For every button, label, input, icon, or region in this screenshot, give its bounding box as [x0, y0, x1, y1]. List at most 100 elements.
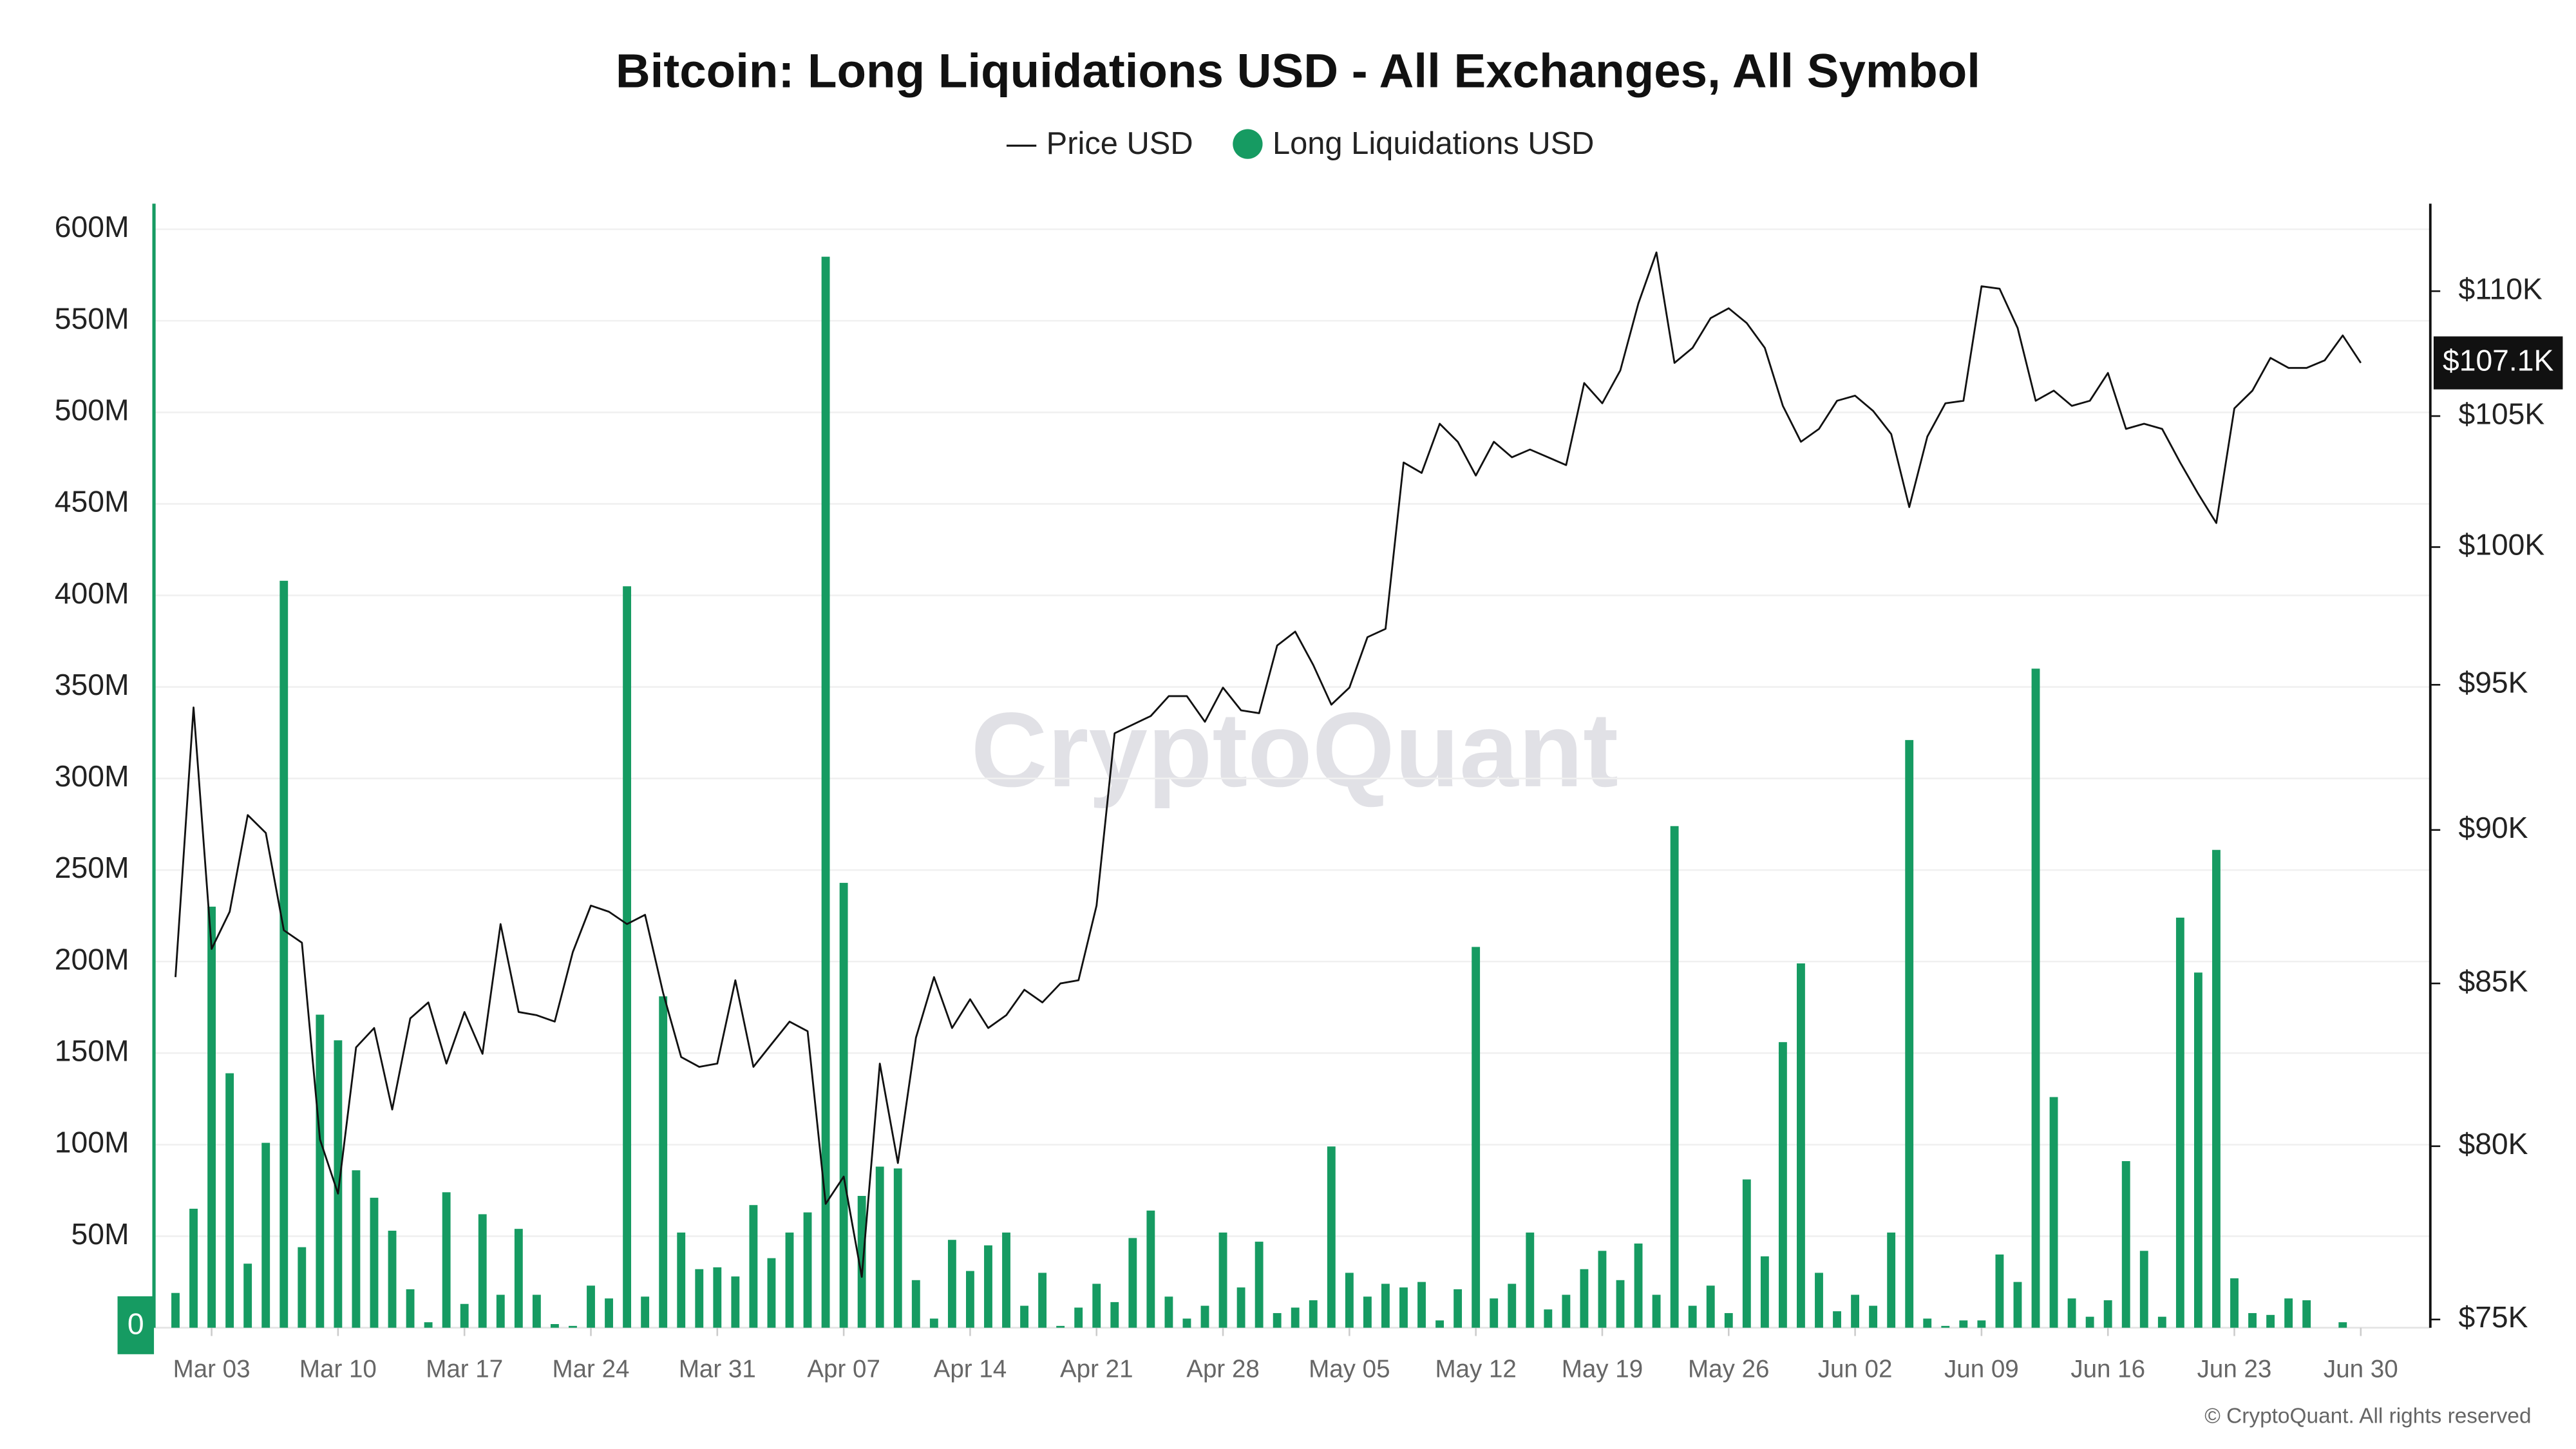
bar [388, 1231, 397, 1328]
x-tick-label: May 05 [1309, 1356, 1390, 1383]
bar [2230, 1278, 2239, 1328]
bar [1074, 1307, 1083, 1328]
x-tick-label: Mar 24 [553, 1356, 630, 1383]
bar [1417, 1282, 1426, 1328]
bar [1977, 1320, 1986, 1328]
bar [1562, 1294, 1571, 1328]
y-tick-label: 250M [55, 851, 129, 884]
x-tick-label: Mar 10 [299, 1356, 377, 1383]
bar [569, 1325, 577, 1328]
y-tick-label: 150M [55, 1034, 129, 1067]
bar [1490, 1298, 1499, 1328]
bar [316, 1014, 325, 1328]
x-tick-label: Mar 31 [679, 1356, 756, 1383]
bar [532, 1294, 541, 1328]
bar [550, 1324, 559, 1328]
bar [857, 1196, 866, 1328]
bar [1255, 1242, 1264, 1328]
price-line [175, 251, 2362, 1278]
bar [1670, 826, 1679, 1328]
bar [2193, 972, 2202, 1328]
bar [2175, 917, 2184, 1328]
y-tick-label: 300M [55, 759, 129, 793]
bar [1236, 1287, 1245, 1328]
y2-tick-label: $110K [2458, 272, 2542, 305]
bar [1092, 1283, 1101, 1328]
bar [731, 1276, 740, 1328]
bar [1038, 1273, 1047, 1328]
bar [1580, 1269, 1589, 1328]
x-tick-label: Jun 09 [1944, 1356, 2019, 1383]
bar [1218, 1232, 1227, 1328]
bar [1887, 1232, 1896, 1328]
x-tick-label: Jun 23 [2197, 1356, 2272, 1383]
bar [1760, 1256, 1769, 1328]
bar [1688, 1305, 1697, 1328]
x-tick-label: Apr 07 [807, 1356, 880, 1383]
bar [2103, 1300, 2112, 1328]
bar [1182, 1318, 1191, 1328]
bar [207, 906, 216, 1328]
y-tick-label: 350M [55, 668, 129, 701]
bar [334, 1040, 343, 1328]
y2-tick-label: $95K [2458, 666, 2528, 699]
bar [929, 1318, 938, 1328]
bar [1815, 1273, 1823, 1328]
y2-tick-label: $90K [2458, 811, 2528, 844]
bar [821, 256, 830, 1328]
bar [496, 1294, 505, 1328]
x-tick-label: May 19 [1562, 1356, 1643, 1383]
footer: © CryptoQuant. All rights reserved [2204, 1404, 2531, 1428]
bar [803, 1212, 812, 1328]
x-tick-label: Apr 14 [934, 1356, 1007, 1383]
bar [352, 1170, 361, 1328]
bar [1472, 947, 1481, 1328]
y2-tick-label: $85K [2458, 964, 2528, 998]
y-tick-label: 100M [55, 1126, 129, 1159]
y-tick-label: 500M [55, 393, 129, 426]
bar [424, 1322, 433, 1328]
bar [1273, 1312, 1282, 1328]
bar [478, 1214, 487, 1328]
x-tick-label: Mar 17 [426, 1356, 503, 1383]
bar [1616, 1280, 1625, 1328]
last-price-label: $107.1K [2443, 344, 2554, 377]
bar [984, 1245, 992, 1328]
y-tick-label: 550M [55, 301, 129, 335]
bar [2338, 1322, 2347, 1328]
bar [171, 1293, 180, 1328]
y-tick-label: 600M [55, 210, 129, 243]
legend-label: Price USD [1046, 126, 1193, 161]
bar [1923, 1318, 1932, 1328]
x-tick-label: Apr 21 [1060, 1356, 1133, 1383]
bar [1020, 1305, 1028, 1328]
y2-tick-label: $100K [2458, 528, 2544, 562]
bar [623, 586, 632, 1328]
bar [279, 580, 289, 1328]
bar [1056, 1325, 1065, 1328]
bar [2031, 668, 2040, 1328]
bar [1905, 740, 1914, 1328]
bar [1995, 1254, 2004, 1328]
bar [2302, 1300, 2311, 1328]
y-tick-label: 450M [55, 485, 129, 518]
bar [839, 882, 848, 1328]
bar [1833, 1311, 1841, 1328]
bar [2067, 1298, 2076, 1328]
bar [767, 1258, 776, 1328]
bar [695, 1269, 704, 1328]
chart-title: Bitcoin: Long Liquidations USD - All Exc… [616, 44, 1980, 97]
bar [1959, 1320, 1968, 1328]
bar [2284, 1298, 2293, 1328]
bar [2248, 1312, 2257, 1328]
y-tick-label: 0 [128, 1307, 144, 1340]
bar [966, 1271, 974, 1328]
bar [659, 996, 668, 1328]
x-tick-label: Apr 28 [1186, 1356, 1260, 1383]
bar [2212, 849, 2221, 1328]
bar [893, 1168, 902, 1328]
bar [370, 1197, 379, 1328]
bar [1363, 1296, 1372, 1328]
bar [1869, 1305, 1878, 1328]
bar [1652, 1294, 1661, 1328]
